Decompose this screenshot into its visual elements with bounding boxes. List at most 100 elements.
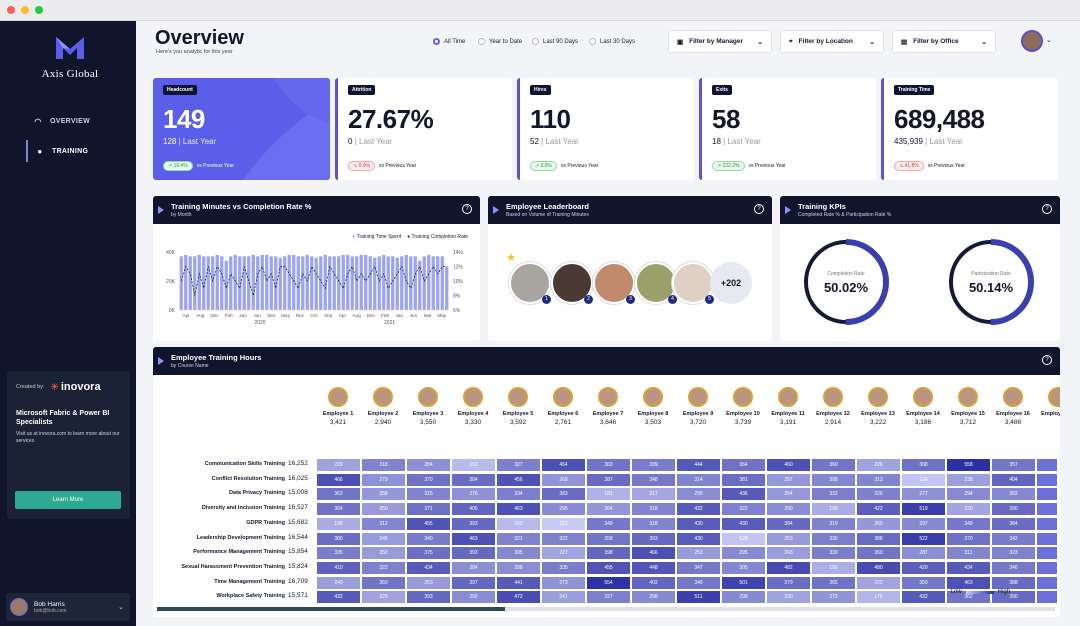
heatmap-cell[interactable]: 460 xyxy=(767,459,810,471)
heatmap-cell[interactable]: 349 xyxy=(587,517,630,530)
heatmap-cell[interactable]: 243 xyxy=(317,576,360,589)
employee-column-header[interactable]: Employee 2 2,940 xyxy=(361,387,405,426)
heatmap-cell[interactable]: 175 xyxy=(857,591,900,604)
heatmap-cell[interactable]: 422 xyxy=(857,503,900,516)
heatmap-cell[interactable]: 312 xyxy=(362,517,405,530)
heatmap-cell[interactable]: 318 xyxy=(632,517,675,530)
heatmap-cell[interactable]: 220 xyxy=(947,503,990,516)
heatmap-cell[interactable]: 334 xyxy=(497,488,540,501)
heatmap-cell-partial[interactable] xyxy=(1037,503,1057,516)
heatmap-cell[interactable]: 436 xyxy=(722,488,765,501)
heatmap-cell[interactable]: 315 xyxy=(407,488,450,501)
leader-avatar-4[interactable]: 4 xyxy=(635,262,677,304)
heatmap-cell[interactable]: 554 xyxy=(587,576,630,589)
heatmap-cell[interactable]: 349 xyxy=(677,576,720,589)
period-last-30-days[interactable]: Last 30 Days xyxy=(589,38,635,45)
chevron-down-icon[interactable]: ⌄ xyxy=(1046,37,1052,44)
heatmap-cell[interactable]: 295 xyxy=(722,547,765,560)
heatmap-cell[interactable]: 480 xyxy=(857,561,900,574)
heatmap-cell[interactable]: 129 xyxy=(902,473,945,486)
heatmap-cell[interactable]: 464 xyxy=(542,459,585,471)
heatmap-cell[interactable]: 272 xyxy=(812,591,855,604)
heatmap-cell[interactable]: 398 xyxy=(587,547,630,560)
heatmap-cell-partial[interactable] xyxy=(1037,532,1057,545)
employee-column-header[interactable]: Employee 14 3,186 xyxy=(901,387,945,426)
heatmap-cell[interactable]: 227 xyxy=(542,547,585,560)
horizontal-scrollbar[interactable] xyxy=(157,607,1055,611)
heatmap-cell[interactable]: 432 xyxy=(317,591,360,604)
brand-logo[interactable]: Axis Global xyxy=(30,35,110,80)
heatmap-cell[interactable]: 284 xyxy=(452,561,495,574)
heatmap-cell[interactable]: 362 xyxy=(947,591,990,604)
employee-column-header[interactable]: Employee 13 3,222 xyxy=(856,387,900,426)
user-menu[interactable]: Bob Harris bob@bob.com ⌄ xyxy=(6,593,130,621)
heatmap-cell[interactable]: 463 xyxy=(947,576,990,589)
heatmap-cell[interactable]: 455 xyxy=(587,561,630,574)
heatmap-cell[interactable]: 363 xyxy=(317,488,360,501)
maximize-dot[interactable] xyxy=(35,6,43,14)
employee-column-header[interactable]: Employee 12 2,914 xyxy=(811,387,855,426)
employee-column-header[interactable]: Employee 16 3,486 xyxy=(991,387,1035,426)
heatmap-cell[interactable]: 441 xyxy=(497,576,540,589)
heatmap-cell[interactable]: 364 xyxy=(722,459,765,471)
heatmap-cell[interactable]: 371 xyxy=(407,503,450,516)
heatmap-cell[interactable]: 472 xyxy=(497,591,540,604)
heatmap-cell-partial[interactable] xyxy=(1037,517,1057,530)
heatmap-cell[interactable]: 323 xyxy=(992,547,1035,560)
heatmap-cell[interactable]: 226 xyxy=(857,459,900,471)
heatmap-cell[interactable]: 384 xyxy=(992,517,1035,530)
heatmap-cell[interactable]: 322 xyxy=(722,503,765,516)
heatmap-cell[interactable]: 302 xyxy=(992,488,1035,501)
heatmap-cell[interactable]: 364 xyxy=(317,503,360,516)
heatmap-cell[interactable]: 253 xyxy=(407,576,450,589)
heatmap-cell[interactable]: 113 xyxy=(542,517,585,530)
heatmap-cell[interactable]: 229 xyxy=(317,459,360,471)
heatmap-cell[interactable]: 290 xyxy=(677,488,720,501)
employee-column-header[interactable]: Employee 7 3,646 xyxy=(586,387,630,426)
heatmap-cell[interactable]: 368 xyxy=(902,459,945,471)
heatmap-cell[interactable]: 253 xyxy=(767,532,810,545)
heatmap-cell[interactable]: 305 xyxy=(722,561,765,574)
heatmap-cell[interactable]: 327 xyxy=(497,459,540,471)
heatmap-cell[interactable]: 294 xyxy=(947,488,990,501)
period-all-time[interactable]: All Time xyxy=(433,38,465,45)
period-last-90-days[interactable]: Last 90 Days xyxy=(532,38,578,45)
heatmap-cell[interactable]: 257 xyxy=(767,473,810,486)
heatmap-cell[interactable]: 238 xyxy=(947,473,990,486)
leader-avatar-1[interactable]: 1 xyxy=(509,262,551,304)
heatmap-cell[interactable]: 273 xyxy=(542,576,585,589)
period-year-to-date[interactable]: Year to Date xyxy=(478,38,522,45)
heatmap-cell[interactable]: 250 xyxy=(362,547,405,560)
heatmap-cell[interactable]: 322 xyxy=(542,532,585,545)
heatmap-cell-partial[interactable] xyxy=(1037,561,1057,574)
heatmap-cell[interactable]: 295 xyxy=(542,503,585,516)
heatmap-cell[interactable]: 264 xyxy=(587,503,630,516)
heatmap-cell[interactable]: 448 xyxy=(632,561,675,574)
heatmap-cell[interactable]: 360 xyxy=(812,459,855,471)
heatmap-cell[interactable]: 245 xyxy=(362,532,405,545)
heatmap-cell[interactable]: 370 xyxy=(407,473,450,486)
heatmap-cell[interactable]: 394 xyxy=(767,517,810,530)
heatmap-cell[interactable]: 456 xyxy=(497,473,540,486)
heatmap-cell[interactable]: 290 xyxy=(767,503,810,516)
learn-more-button[interactable]: Learn More xyxy=(15,491,121,509)
heatmap-cell[interactable]: 258 xyxy=(362,488,405,501)
heatmap-cell[interactable]: 241 xyxy=(542,591,585,604)
help-icon[interactable]: ? xyxy=(1042,355,1052,365)
employee-column-header[interactable]: Employee 1 3,421 xyxy=(316,387,360,426)
heatmap-cell[interactable]: 375 xyxy=(407,547,450,560)
heatmap-cell[interactable]: 222 xyxy=(857,576,900,589)
heatmap-cell-partial[interactable] xyxy=(1037,459,1057,471)
employee-column-header[interactable]: Employee 6 2,761 xyxy=(541,387,585,426)
heatmap-cell[interactable]: 311 xyxy=(947,547,990,560)
heatmap-cell[interactable]: 314 xyxy=(677,473,720,486)
employee-column-header[interactable]: Employee 9 3,720 xyxy=(676,387,720,426)
heatmap-cell[interactable]: 444 xyxy=(677,459,720,471)
heatmap-cell[interactable]: 380 xyxy=(317,532,360,545)
heatmap-cell[interactable]: 349 xyxy=(947,517,990,530)
heatmap-cell[interactable]: 420 xyxy=(902,561,945,574)
help-icon[interactable]: ? xyxy=(1042,204,1052,214)
heatmap-cell[interactable]: 335 xyxy=(317,547,360,560)
heatmap-cell[interactable]: 466 xyxy=(317,473,360,486)
heatmap-cell[interactable]: 360 xyxy=(857,547,900,560)
